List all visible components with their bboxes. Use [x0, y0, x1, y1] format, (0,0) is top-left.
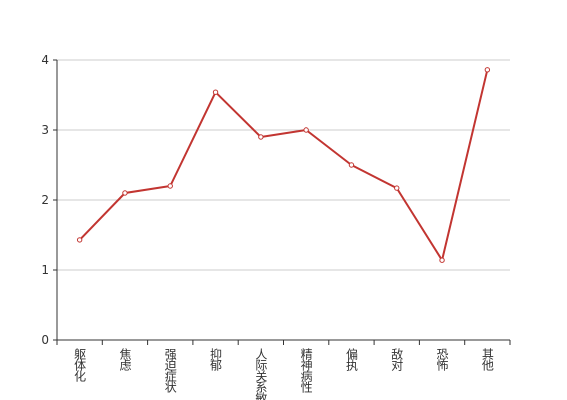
point	[258, 134, 264, 140]
point	[348, 162, 355, 168]
point	[394, 185, 400, 191]
x-tick-label: 敌对	[390, 347, 404, 371]
point	[167, 183, 173, 189]
x-tick-label: 焦虑	[118, 348, 132, 371]
point	[76, 237, 83, 243]
y-tick-label: 2	[41, 193, 49, 207]
x-tick-label: 抑郁	[209, 347, 223, 372]
x-tick-label: 强迫症状	[163, 348, 177, 393]
x-tick-label: 偏执	[344, 347, 358, 372]
x-tick-label: 其他	[480, 348, 494, 371]
y-tick-label: 0	[41, 333, 49, 347]
x-tick-label: 躯体化	[73, 347, 87, 383]
y-tick-label: 4	[41, 53, 49, 67]
point	[303, 127, 309, 133]
y-tick-label: 1	[41, 263, 49, 277]
point	[122, 190, 128, 196]
point	[484, 67, 491, 73]
line	[78, 69, 489, 262]
point	[439, 257, 445, 263]
x-tick-label: 精神病性	[299, 348, 313, 394]
x-tick-label: 恐怖	[435, 348, 449, 371]
y-tick-label: 3	[41, 123, 49, 137]
point	[212, 89, 219, 95]
x-tick-label: 人际关系敏感	[254, 348, 268, 400]
